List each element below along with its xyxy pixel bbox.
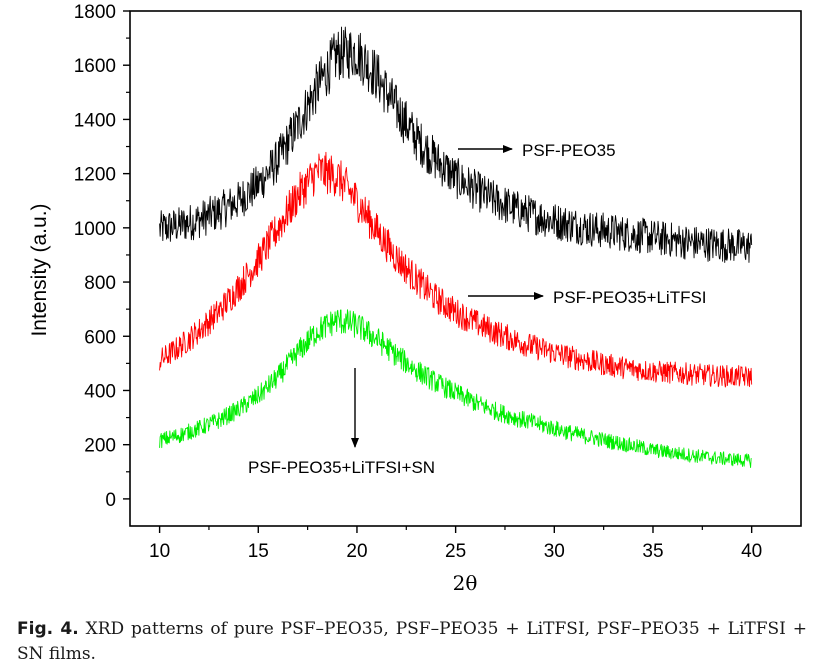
y-tick-label: 1000 (74, 219, 116, 240)
y-tick-label: 400 (84, 381, 116, 402)
ticks-layer: 10 15 20 25 30 35 4002004006008001000120014001… (74, 2, 763, 562)
x-tick-label: 25 (445, 541, 466, 562)
series-layer (159, 26, 753, 469)
annotation-label-1: PSF-PEO35 (522, 141, 616, 160)
annotation-label-3: PSF-PEO35+LiTFSI+SN (248, 458, 435, 477)
figure-caption: Fig. 4. XRD patterns of pure PSF–PEO35, … (17, 617, 807, 667)
annotation-label-2: PSF-PEO35+LiTFSI (553, 288, 707, 307)
y-tick-label: 1800 (74, 2, 116, 23)
y-axis-title: Intensity (a.u.) (28, 203, 51, 336)
y-tick-label: 800 (84, 273, 116, 294)
y-tick-label: 1200 (74, 165, 116, 186)
y-tick-label: 1600 (74, 56, 116, 77)
x-tick-label: 40 (741, 541, 762, 562)
x-tick-label: 10 (149, 541, 170, 562)
y-tick-label: 600 (84, 327, 116, 348)
y-tick-label: 200 (84, 436, 116, 457)
x-axis-title: 2θ (453, 571, 478, 595)
y-tick-label: 0 (105, 490, 116, 511)
y-tick-label: 1400 (74, 110, 116, 131)
series-line (159, 309, 752, 469)
caption-text: XRD patterns of pure PSF–PEO35, PSF–PEO3… (17, 619, 807, 664)
x-tick-label: 30 (544, 541, 565, 562)
x-tick-label: 35 (642, 541, 663, 562)
plot-frame (129, 10, 802, 527)
x-tick-label: 15 (248, 541, 269, 562)
series-line (159, 151, 753, 388)
x-tick-label: 20 (346, 541, 367, 562)
xrd-chart: 10 15 20 25 30 35 4002004006008001000120014001… (28, 2, 802, 595)
series-line (159, 26, 753, 263)
caption-label: Fig. 4. (17, 619, 79, 639)
